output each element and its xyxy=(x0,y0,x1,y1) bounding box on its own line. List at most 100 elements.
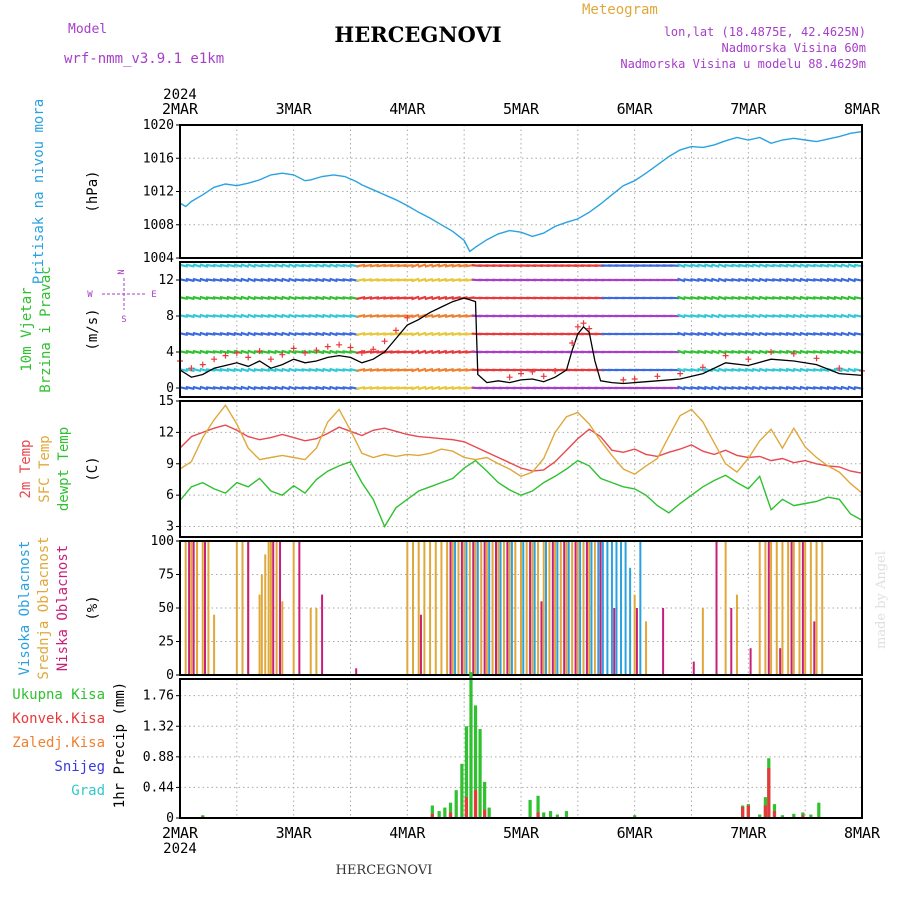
wind-arrow xyxy=(417,263,427,268)
wind_speed-line xyxy=(179,297,863,385)
total_precip-bar xyxy=(542,812,546,818)
wind-arrow xyxy=(812,350,823,354)
wind-arrow xyxy=(233,277,243,283)
mid_cloud-bar xyxy=(497,541,500,675)
gust-marker xyxy=(336,341,343,348)
wind-arrow xyxy=(342,263,352,268)
wind-arrow xyxy=(315,331,325,337)
wind-arrow xyxy=(840,331,850,337)
wind-arrow xyxy=(288,277,297,283)
wind-arrow xyxy=(847,263,856,268)
total_precip-bar xyxy=(548,811,553,818)
wind-arrow xyxy=(403,350,414,354)
conv_precip-bar xyxy=(430,813,434,818)
mid_cloud-bar xyxy=(775,541,778,675)
mid_cloud-bar xyxy=(213,614,216,675)
wind-arrow xyxy=(322,367,332,373)
wind-arrow xyxy=(697,385,707,391)
wind-arrow xyxy=(799,331,809,337)
wind-arrow xyxy=(710,349,720,355)
wind-arrow xyxy=(417,349,427,355)
gust-marker xyxy=(188,365,195,372)
wind-arrow xyxy=(260,296,271,300)
gust-marker xyxy=(813,355,820,362)
time-tick-label-bottom: 8MAR xyxy=(844,824,881,842)
gust-marker xyxy=(233,349,240,356)
wind-arrow xyxy=(690,332,700,336)
high_cloud-bar xyxy=(545,541,548,675)
wind-arrow xyxy=(826,295,836,301)
mid_cloud-bar xyxy=(235,541,238,675)
wind-arrow xyxy=(819,278,830,282)
wind-arrow xyxy=(731,368,741,372)
wind-arrow xyxy=(772,278,782,282)
wind-arrow xyxy=(847,295,856,301)
wind-arrow xyxy=(403,386,414,390)
total_precip-bar xyxy=(809,814,813,818)
wind-arrow xyxy=(288,313,297,319)
wind-arrow xyxy=(840,277,850,283)
time-tick-label-bottom: 4MAR xyxy=(389,824,426,842)
panel-precipitation: 0 0.44 0.88 1.32 1.76 Ukupna Kisa Konvek.Kisa Z… xyxy=(12,672,863,826)
gust-marker xyxy=(620,376,627,383)
wind-arrow xyxy=(833,263,843,268)
low_cloud-bar xyxy=(272,541,275,675)
mid_cloud-bar xyxy=(485,541,488,675)
wind-arrow xyxy=(212,263,223,268)
y-axis-label: Pritisak na nivou mora xyxy=(31,99,47,284)
time-tick-label-bottom: 7MAR xyxy=(730,824,767,842)
wind-arrow xyxy=(301,386,311,390)
wind-arrow xyxy=(792,367,802,373)
wind-arrow xyxy=(219,368,230,372)
wind-arrow xyxy=(247,331,256,337)
mid_cloud-bar xyxy=(457,541,460,675)
mid_cloud-bar xyxy=(548,541,551,675)
wind-arrow xyxy=(335,296,346,300)
wind-arrow xyxy=(226,277,236,283)
total_precip-bar xyxy=(443,807,447,818)
model-value: wrf-nmm_v3.9.1 e1km xyxy=(64,51,224,67)
mid_cloud-bar xyxy=(821,541,824,675)
wind-arrow xyxy=(424,349,434,355)
wind-arrow xyxy=(329,385,338,391)
mid_cloud-bar xyxy=(804,541,807,675)
low_cloud-bar xyxy=(662,608,665,675)
mid_cloud-bar xyxy=(434,541,437,675)
wind-arrow xyxy=(301,278,311,282)
wind-arrow xyxy=(451,314,461,318)
wind-arrow xyxy=(751,385,761,391)
wind-arrow xyxy=(212,296,223,300)
wind-arrow xyxy=(403,314,414,318)
wind-arrow xyxy=(772,332,782,336)
low_cloud-bar xyxy=(472,541,475,675)
mid_cloud-bar xyxy=(520,541,522,675)
wind-arrow xyxy=(342,350,352,354)
low_cloud-bar xyxy=(298,541,301,675)
wind-arrow xyxy=(274,331,284,337)
wind-arrow xyxy=(253,278,264,282)
wind-arrow xyxy=(288,331,297,337)
mid_cloud-bar xyxy=(724,541,727,675)
wind-arrow xyxy=(329,295,338,301)
wind-arrow xyxy=(847,367,856,373)
wind-arrow xyxy=(247,349,256,355)
mid_cloud-bar xyxy=(267,541,270,675)
wind-arrow xyxy=(765,263,775,268)
header: Model wrf-nmm_v3.9.1 e1km HERCEGNOVI Met… xyxy=(64,2,889,878)
compass-north: N xyxy=(117,269,127,274)
wind-arrow xyxy=(431,367,441,373)
wind-arrow xyxy=(424,385,434,391)
conv_precip-bar xyxy=(536,812,540,818)
wind-arrow xyxy=(785,263,795,268)
mid_cloud-bar xyxy=(491,541,494,675)
wind-arrow xyxy=(724,386,734,390)
wind-arrow xyxy=(329,349,338,355)
wind-arrow xyxy=(792,313,802,319)
wind-arrow xyxy=(847,331,856,337)
wind-arrow xyxy=(840,349,850,355)
wind-arrow xyxy=(826,331,836,337)
wind-arrow xyxy=(322,349,332,355)
wind-arrow xyxy=(785,313,795,319)
meteogram-label: Meteogram xyxy=(582,2,658,18)
